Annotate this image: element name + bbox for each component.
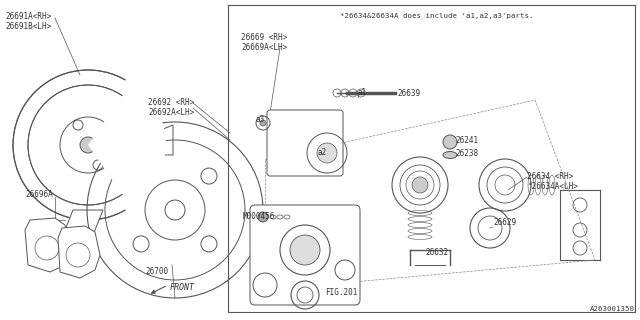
Text: 26691A<RH>: 26691A<RH> bbox=[5, 12, 51, 21]
Text: FRONT: FRONT bbox=[170, 283, 195, 292]
Circle shape bbox=[260, 120, 266, 126]
Text: 26669 <RH>: 26669 <RH> bbox=[241, 33, 287, 42]
Text: 26241: 26241 bbox=[455, 136, 478, 145]
Text: a2: a2 bbox=[318, 148, 327, 157]
Circle shape bbox=[80, 137, 96, 153]
Text: 26632: 26632 bbox=[425, 248, 448, 257]
Circle shape bbox=[290, 235, 320, 265]
Text: *26634&26634A does include 'a1,a2,a3'parts.: *26634&26634A does include 'a1,a2,a3'par… bbox=[340, 13, 534, 19]
Text: a3: a3 bbox=[255, 115, 264, 124]
Text: 26634 <RH>: 26634 <RH> bbox=[527, 172, 573, 181]
Text: 26669A<LH>: 26669A<LH> bbox=[241, 43, 287, 52]
Circle shape bbox=[443, 135, 457, 149]
Text: 26700: 26700 bbox=[145, 267, 168, 276]
Text: 26696A: 26696A bbox=[25, 190, 52, 199]
Bar bbox=[228, 5, 635, 312]
Polygon shape bbox=[148, 125, 173, 155]
Text: A263001350: A263001350 bbox=[590, 306, 635, 312]
Text: M000456: M000456 bbox=[243, 212, 275, 221]
FancyBboxPatch shape bbox=[267, 110, 343, 176]
Text: 26639: 26639 bbox=[397, 89, 420, 98]
Polygon shape bbox=[25, 218, 70, 272]
Text: 26692A<LH>: 26692A<LH> bbox=[148, 108, 195, 117]
Circle shape bbox=[412, 177, 428, 193]
Text: a1: a1 bbox=[358, 88, 367, 97]
Text: 26692 <RH>: 26692 <RH> bbox=[148, 98, 195, 107]
Polygon shape bbox=[63, 210, 103, 235]
Polygon shape bbox=[58, 226, 100, 278]
FancyBboxPatch shape bbox=[250, 205, 360, 305]
Circle shape bbox=[258, 212, 268, 222]
Circle shape bbox=[317, 143, 337, 163]
Text: 26629: 26629 bbox=[493, 218, 516, 227]
Ellipse shape bbox=[443, 151, 457, 158]
Text: 26691B<LH>: 26691B<LH> bbox=[5, 22, 51, 31]
Text: FIG.201: FIG.201 bbox=[325, 288, 357, 297]
Text: 26238: 26238 bbox=[455, 149, 478, 158]
Text: *26634A<LH>: *26634A<LH> bbox=[527, 182, 578, 191]
Wedge shape bbox=[88, 83, 164, 207]
